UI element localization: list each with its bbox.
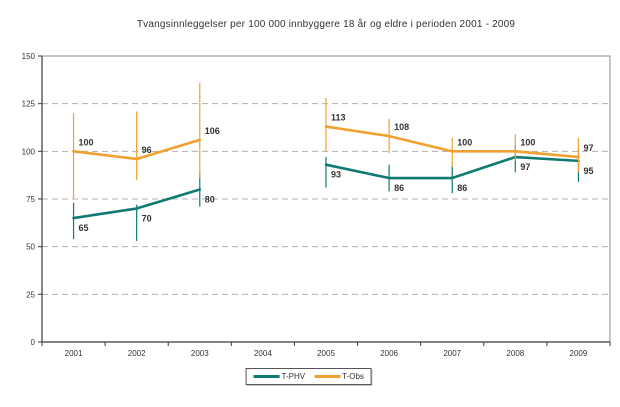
chart-title: Tvangsinnleggelser per 100 000 innbygger… bbox=[136, 19, 516, 30]
series-t-phv bbox=[72, 145, 580, 241]
legend-label-t-phv: T-PHV bbox=[281, 372, 306, 381]
legend-swatch-t-obs-line bbox=[314, 375, 341, 378]
value-label-t-obs-2007: 100 bbox=[457, 137, 472, 147]
axes: 0 25 50 75 100 125 150 2001 2002 2003 2004 2005 2006… bbox=[22, 52, 611, 358]
series-line-t-obs bbox=[72, 138, 202, 161]
value-label-t-phv-2009: 95 bbox=[583, 166, 593, 176]
x-tick-label: 2003 bbox=[191, 349, 209, 358]
series-line-t-phv bbox=[324, 155, 580, 180]
x-tick-label: 2006 bbox=[380, 349, 398, 358]
value-label-t-obs-2006: 108 bbox=[394, 122, 409, 132]
value-label-t-phv-2005: 93 bbox=[331, 170, 341, 180]
value-label-t-phv-2002: 70 bbox=[142, 214, 152, 224]
value-label-t-phv-2008: 97 bbox=[520, 162, 530, 172]
legend-swatch-t-phv-line bbox=[253, 375, 280, 378]
y-tick-label: 25 bbox=[26, 290, 35, 299]
y-tick-label: 50 bbox=[26, 243, 35, 252]
x-tick-label: 2005 bbox=[317, 349, 335, 358]
value-label-t-obs-2005: 113 bbox=[331, 113, 346, 123]
value-label-t-phv-2007: 86 bbox=[457, 183, 467, 193]
x-tick-label: 2002 bbox=[128, 349, 146, 358]
x-tick-label: 2008 bbox=[506, 349, 524, 358]
legend-item-t-phv: T-PHV bbox=[253, 372, 306, 381]
y-tick-label: 75 bbox=[26, 195, 35, 204]
series-line-t-obs bbox=[324, 125, 580, 159]
x-tick-label: 2004 bbox=[254, 349, 272, 358]
legend-label-t-obs: T-Obs bbox=[342, 372, 364, 381]
series-line-t-phv bbox=[72, 188, 202, 220]
value-label-t-phv-2006: 86 bbox=[394, 183, 404, 193]
line-chart: 0 25 50 75 100 125 150 2001 2002 2003 2004 2005 2006… bbox=[22, 52, 611, 358]
value-label-t-phv-2001: 65 bbox=[79, 223, 89, 233]
y-tick-label: 125 bbox=[22, 100, 36, 109]
y-tick-label: 0 bbox=[31, 338, 36, 347]
x-tick-label: 2009 bbox=[570, 349, 588, 358]
x-tick-label: 2001 bbox=[65, 349, 83, 358]
y-tick-label: 100 bbox=[22, 147, 36, 156]
value-label-t-obs-2003: 106 bbox=[205, 126, 220, 136]
x-tick-label: 2007 bbox=[443, 349, 461, 358]
value-label-t-obs-2009: 97 bbox=[583, 143, 593, 153]
y-tick-label: 150 bbox=[22, 52, 36, 61]
value-label-t-phv-2003: 80 bbox=[205, 194, 215, 204]
legend-item-t-obs: T-Obs bbox=[314, 372, 364, 381]
value-label-t-obs-2001: 100 bbox=[79, 137, 94, 147]
legend: T-PHV T-Obs bbox=[245, 368, 372, 385]
series-t-obs bbox=[72, 82, 580, 199]
series bbox=[72, 82, 580, 241]
value-label-t-obs-2002: 96 bbox=[142, 145, 152, 155]
value-labels: 65 70 80 93 86 86 97 95 100 96 106 113 108 100 100 97 bbox=[79, 113, 594, 234]
value-label-t-obs-2008: 100 bbox=[520, 137, 535, 147]
